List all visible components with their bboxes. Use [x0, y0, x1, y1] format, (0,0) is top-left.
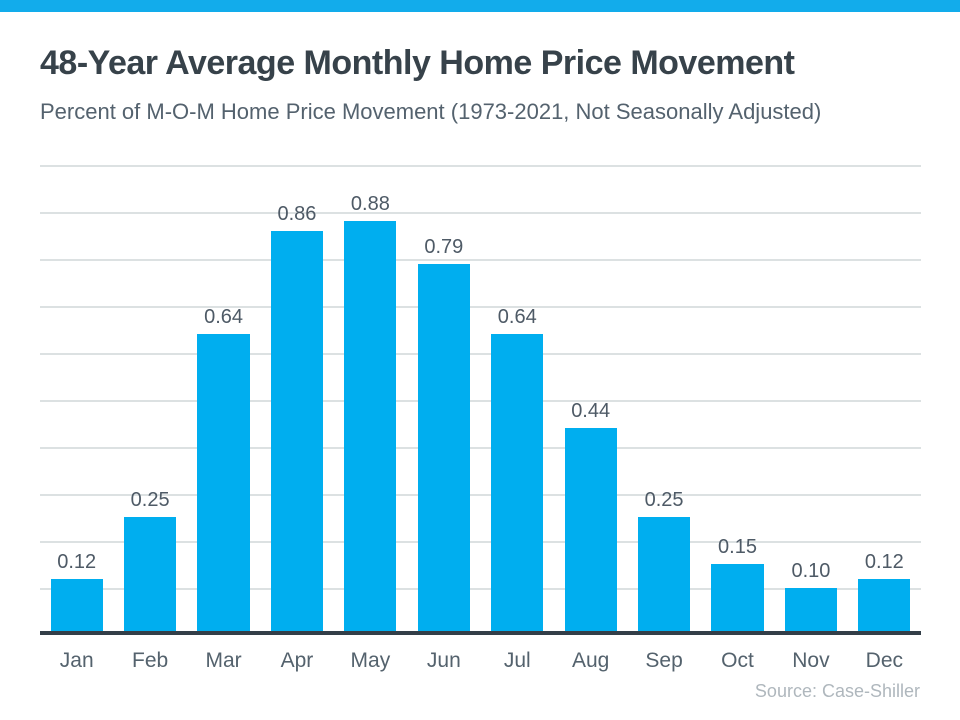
bar-column: 0.79: [407, 165, 480, 635]
bar: [784, 588, 837, 635]
bar: [50, 579, 103, 635]
bar: [491, 334, 544, 635]
bar: [638, 517, 691, 635]
gridline: [40, 400, 921, 402]
x-axis-label: Jun: [426, 649, 461, 672]
bar-value-label: 0.15: [718, 536, 757, 558]
gridline: [40, 259, 921, 261]
x-axis-label: Aug: [571, 649, 610, 672]
gridline: [40, 447, 921, 449]
bar: [858, 579, 911, 635]
x-axis-label: Oct: [721, 649, 754, 672]
bar-column: 0.86: [260, 165, 333, 635]
bar-column: 0.12: [40, 165, 113, 635]
bar: [711, 564, 764, 635]
bar-column: 0.25: [113, 165, 186, 635]
x-axis-label: May: [350, 649, 391, 672]
bar-value-label: 0.64: [204, 306, 244, 328]
x-axis-line: [40, 631, 921, 635]
bar-column: 0.64: [187, 165, 260, 635]
x-axis-label: Mar: [205, 649, 242, 672]
x-axis-labels: Jan Feb Mar Apr May Jun Jul Aug Sep Oct Nov Dec: [40, 649, 921, 673]
gridline: [40, 541, 921, 543]
chart-title: 48-Year Average Monthly Home Price Movem…: [40, 44, 795, 82]
bar-column: 0.15: [701, 165, 774, 635]
source-credit: Source: Case-Shiller: [754, 681, 920, 701]
x-axis-label: Jan: [59, 649, 94, 672]
gridline: [40, 494, 921, 496]
bar-column: 0.44: [554, 165, 627, 635]
gridline: [40, 588, 921, 590]
bar-value-label: 0.79: [424, 236, 464, 258]
bar: [344, 221, 397, 635]
gridline: [40, 212, 921, 214]
bar-value-label: 0.12: [57, 551, 97, 573]
chart-subtitle: Percent of M-O-M Home Price Movement (19…: [40, 99, 822, 124]
bar-value-label: 0.25: [644, 489, 684, 511]
bar-column: 0.10: [774, 165, 847, 635]
bar: [270, 231, 324, 635]
bar: [564, 428, 617, 635]
plot-area: 0.12 0.25 0.64 0.86 0.88 0.79 0.64 0.44 0.25 0.15…: [40, 165, 921, 635]
x-axis-label: Jul: [503, 649, 531, 672]
x-axis-label: Apr: [280, 649, 314, 672]
bar-value-label: 0.10: [791, 560, 831, 582]
x-axis-label: Nov: [792, 649, 830, 672]
bar-value-label: 0.64: [497, 306, 537, 328]
bar-value-label: 0.88: [350, 193, 390, 215]
bar-column: 0.64: [481, 165, 554, 635]
bars-layer: 0.12 0.25 0.64 0.86 0.88 0.79 0.64 0.44 0.25 0.15…: [40, 165, 921, 635]
x-axis-label: Dec: [865, 649, 904, 672]
x-axis-label: Sep: [645, 649, 683, 672]
bar: [417, 264, 470, 635]
bar-column: 0.12: [848, 165, 921, 635]
bar-column: 0.25: [627, 165, 700, 635]
bar-value-label: 0.86: [277, 203, 317, 225]
bar-value-label: 0.12: [864, 551, 904, 573]
gridline: [40, 306, 921, 308]
gridline: [40, 353, 921, 355]
bar-value-label: 0.44: [571, 400, 611, 422]
bar-value-label: 0.25: [130, 489, 170, 511]
gridline: [40, 165, 921, 167]
x-axis-label: Feb: [132, 649, 169, 672]
bar: [124, 517, 177, 635]
bar: [197, 334, 250, 635]
top-accent-bar: [0, 0, 960, 12]
bar-column: 0.88: [334, 165, 407, 635]
